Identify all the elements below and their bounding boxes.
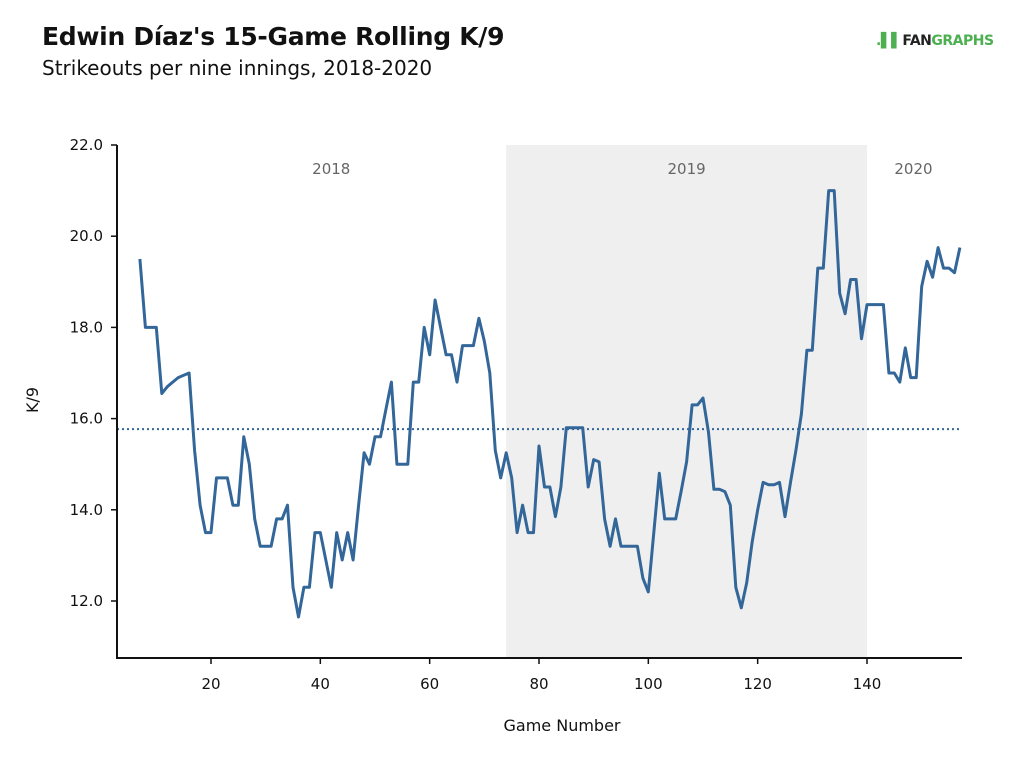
x-tick-label: 40 [311, 675, 330, 693]
chart-subtitle: Strikeouts per nine innings, 2018-2020 [42, 56, 433, 80]
x-axis-title: Game Number [504, 716, 621, 735]
shaded-regions [506, 145, 867, 658]
series-layer [138, 189, 962, 619]
logo-fan-text: FAN [902, 33, 932, 49]
era-labels: 2018 2019 2020 [312, 160, 932, 178]
x-tick-label: 80 [529, 675, 548, 693]
y-axis-title: K/9 [23, 387, 42, 413]
x-tick-label: 100 [634, 675, 663, 693]
era-label-2018: 2018 [312, 160, 350, 178]
fangraphs-logo[interactable]: .▌▌FANGRAPHS [876, 33, 994, 49]
x-tick-label: 140 [853, 675, 882, 693]
y-tick-label: 12.0 [70, 592, 103, 610]
chart-title: Edwin Díaz's 15-Game Rolling K/9 [42, 22, 505, 51]
y-tick-label: 20.0 [70, 227, 103, 245]
y-tick-label: 16.0 [70, 410, 103, 428]
x-tick-label: 60 [420, 675, 439, 693]
era-label-2019: 2019 [668, 160, 706, 178]
x-tick-label: 120 [743, 675, 772, 693]
x-tick-label: 20 [201, 675, 220, 693]
shaded-region-2019 [506, 145, 867, 658]
axes: 12.0 14.0 16.0 18.0 20.0 22.0 20 40 60 80 100 120 14… [70, 136, 962, 693]
y-tick-label: 22.0 [70, 136, 103, 154]
logo-graphs-text: GRAPHS [931, 33, 994, 49]
era-label-2020: 2020 [894, 160, 932, 178]
y-tick-label: 18.0 [70, 318, 103, 336]
y-tick-label: 14.0 [70, 501, 103, 519]
batter-icon: .▌▌ [876, 33, 902, 49]
